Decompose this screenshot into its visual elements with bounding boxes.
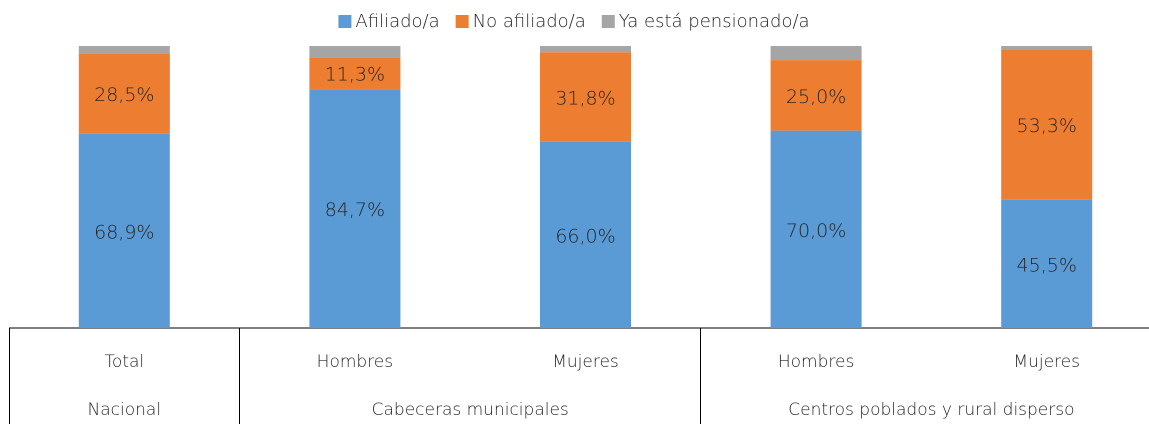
bar-segment: [309, 57, 401, 90]
bar-segment: [1001, 49, 1093, 200]
bar-segment: [78, 53, 170, 134]
data-label: 11,3%: [325, 64, 385, 86]
legend-swatch: [601, 15, 615, 28]
bar-segment: [309, 46, 401, 58]
legend-swatch: [455, 15, 469, 28]
bar-segment: [1001, 199, 1093, 328]
bar-segment: [770, 130, 862, 328]
data-label: 68,9%: [94, 221, 154, 243]
bar-segment: [770, 60, 862, 131]
group-label: Nacional: [88, 400, 162, 420]
x-tick-label: Mujeres: [552, 352, 619, 372]
bar-segment: [540, 141, 631, 328]
data-label: 25,0%: [786, 86, 846, 108]
bar-segment: [78, 133, 170, 328]
group-label: Centros poblados y rural disperso: [788, 400, 1074, 420]
data-label: 31,8%: [555, 88, 615, 110]
x-tick-label: Hombres: [778, 352, 854, 372]
bar-segment: [540, 46, 631, 53]
bar-segment: [770, 46, 862, 61]
bar-segment: [1001, 46, 1093, 50]
legend-swatch: [338, 15, 352, 28]
data-label: 45,5%: [1017, 254, 1077, 276]
legend-text: Ya está pensionado/a: [619, 11, 810, 32]
legend: Afiliado/a No afiliado/a Ya está pensionad…: [338, 11, 810, 32]
bar-segment: [540, 52, 631, 142]
bar-segment: [309, 89, 401, 329]
x-tick-label: Mujeres: [1013, 352, 1080, 372]
x-tick-label: Hombres: [317, 352, 393, 372]
legend-text: No afiliado/a: [473, 11, 586, 32]
bar-segment: [78, 46, 170, 54]
data-label: 70,0%: [786, 220, 846, 242]
data-label: 66,0%: [555, 225, 615, 247]
data-label: 53,3%: [1017, 115, 1077, 137]
data-label: 28,5%: [94, 84, 154, 106]
data-label: 84,7%: [325, 199, 385, 221]
x-tick-label: Total: [104, 352, 144, 372]
group-label: Cabeceras municipales: [372, 400, 569, 420]
legend-text: Afiliado/a: [355, 11, 439, 32]
